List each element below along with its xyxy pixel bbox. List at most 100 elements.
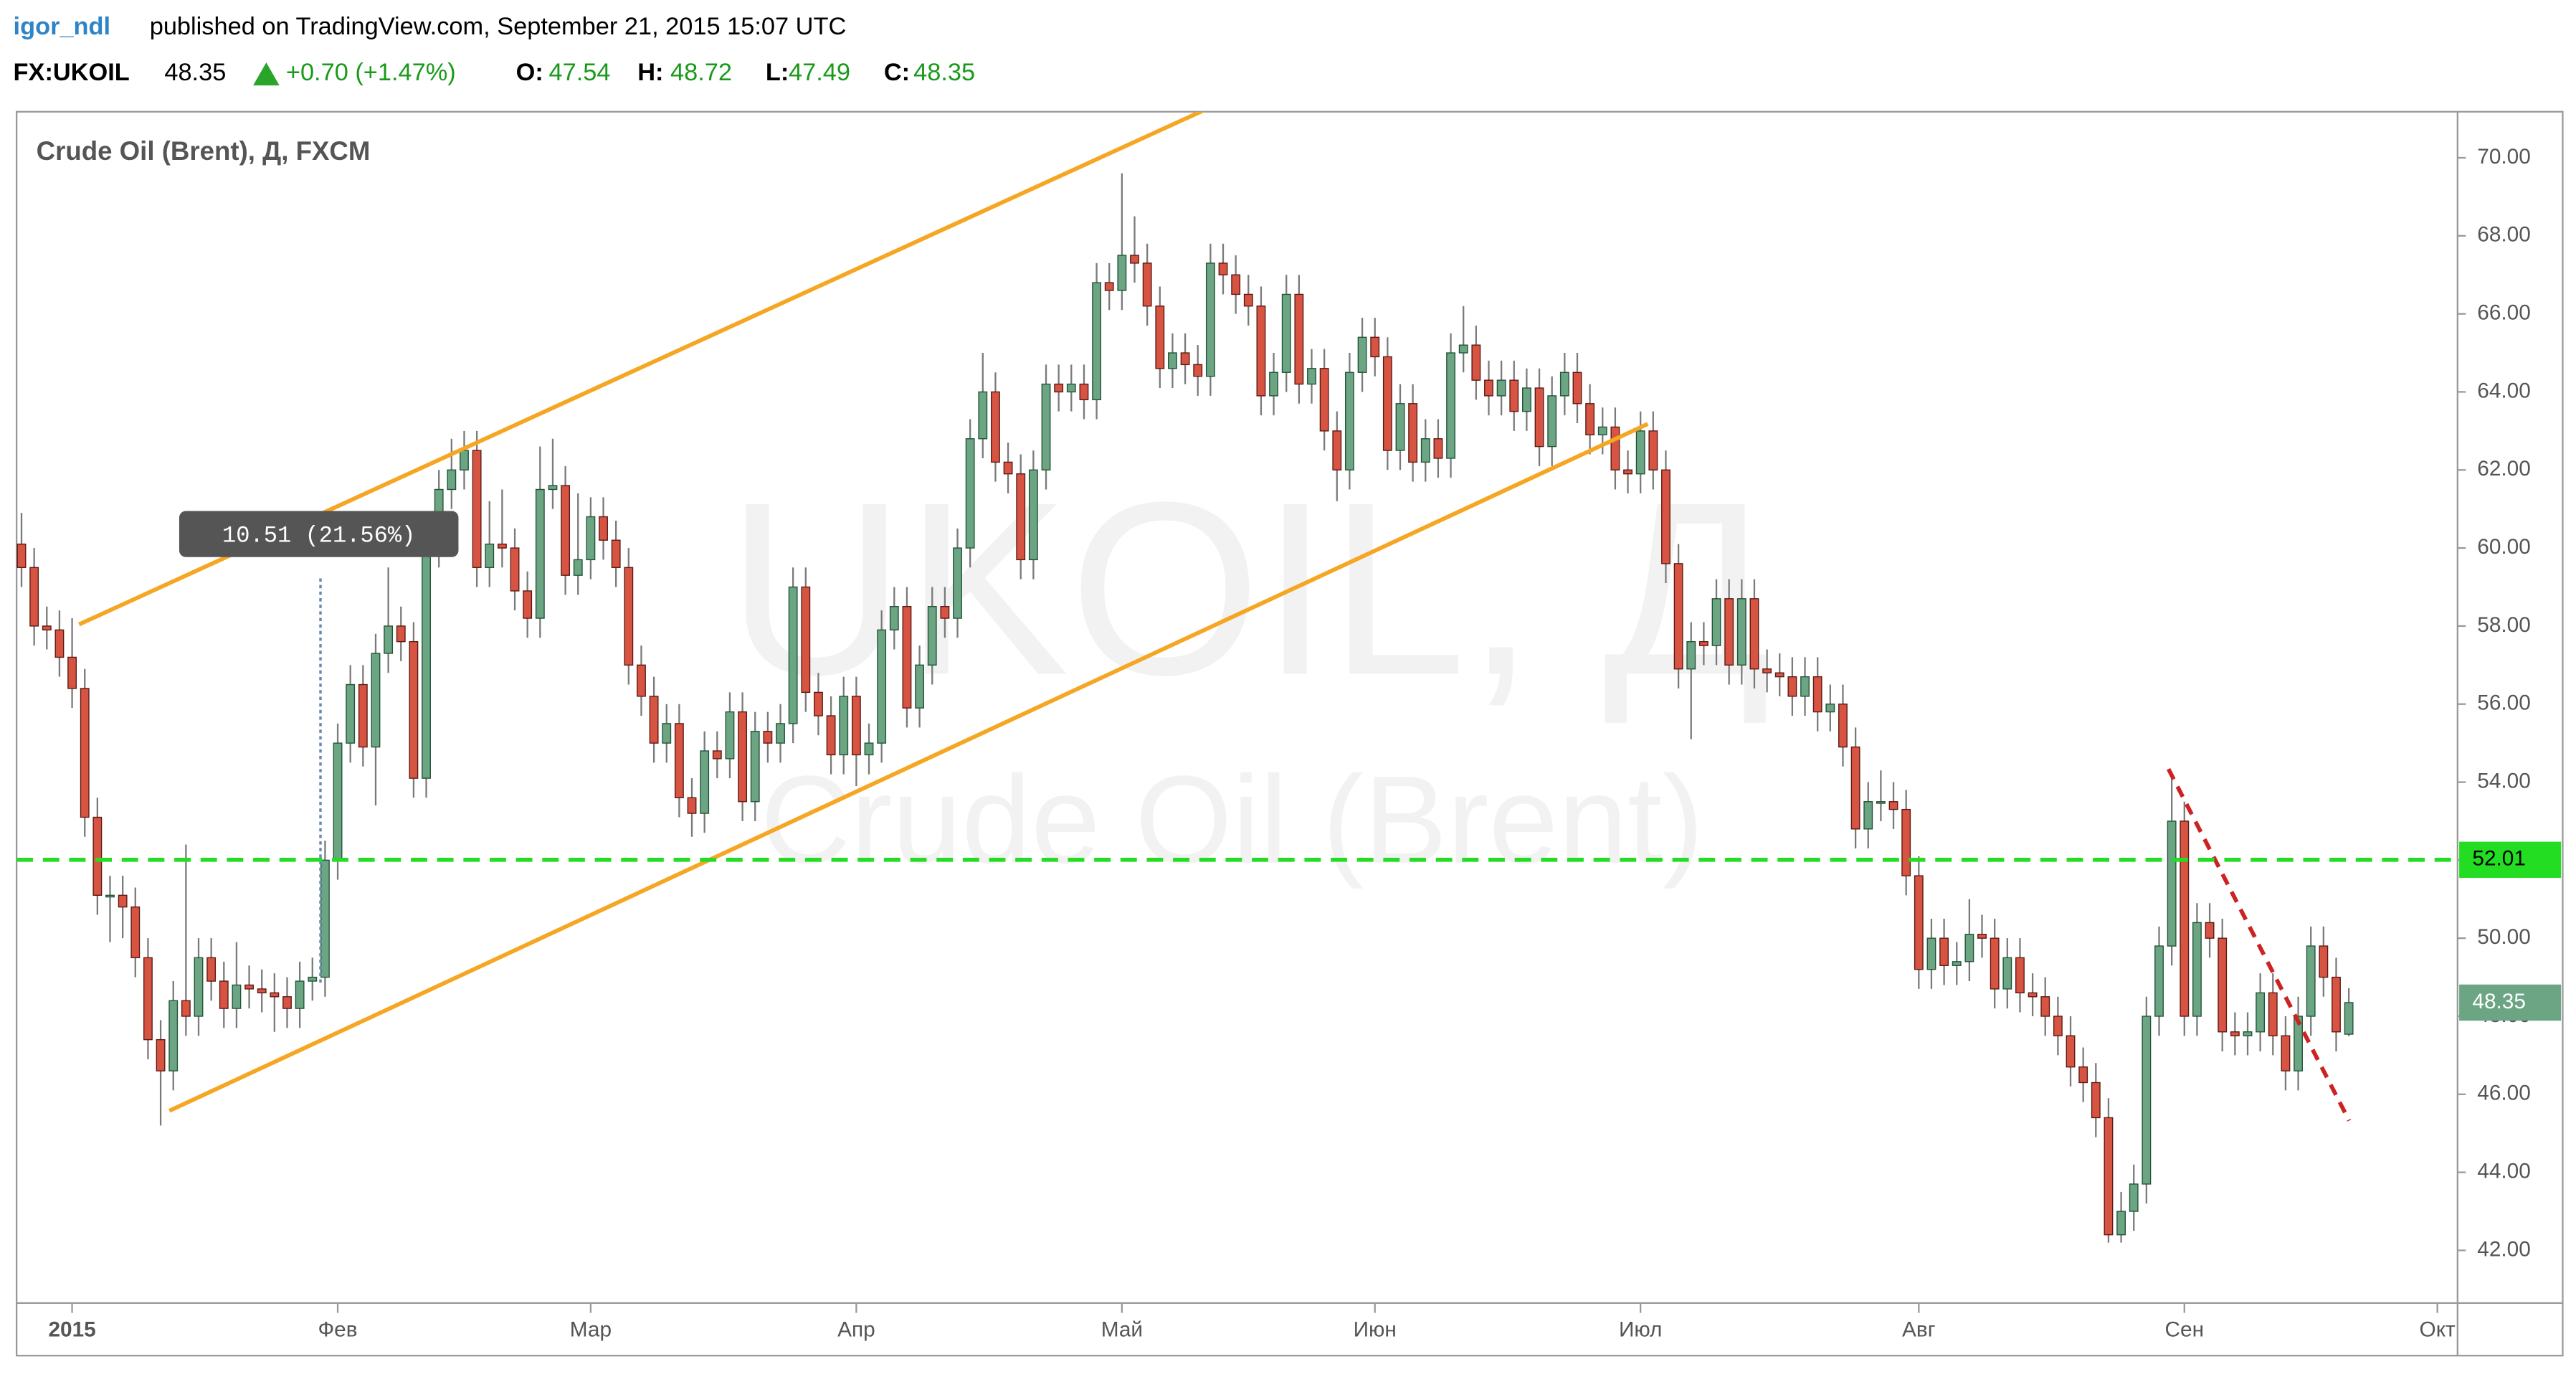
- candle-body: [1395, 403, 1405, 451]
- candle-body: [1357, 336, 1367, 373]
- x-tick-label: Май: [1101, 1318, 1143, 1342]
- c-label: C:: [884, 59, 910, 86]
- candle-body: [1521, 387, 1531, 412]
- candle-body: [219, 980, 229, 1009]
- y-tick-label: 46.00: [2477, 1082, 2531, 1105]
- candle-body: [826, 715, 836, 756]
- up-arrow: [253, 62, 280, 86]
- candle-body: [864, 742, 874, 756]
- candle-body: [738, 711, 748, 803]
- candle-body: [637, 664, 646, 697]
- candle-body: [763, 731, 773, 744]
- candle-body: [586, 516, 596, 561]
- candle-body: [333, 742, 343, 861]
- candle-body: [1623, 469, 1632, 475]
- candle-body: [54, 629, 65, 658]
- h-value: 48.72: [670, 59, 732, 86]
- candle-body: [1458, 344, 1468, 354]
- candle-body: [965, 438, 975, 549]
- candle-body: [1964, 934, 1974, 962]
- candle-body: [2116, 1211, 2126, 1236]
- candle-body: [1914, 875, 1924, 970]
- candle-body: [2066, 1035, 2076, 1068]
- candle-body: [1332, 430, 1342, 470]
- candle-body: [460, 450, 469, 470]
- candle-body: [2192, 922, 2202, 1017]
- candle-body: [1016, 473, 1026, 561]
- candle-body: [409, 640, 419, 779]
- measure-box: [179, 511, 459, 557]
- candle-body: [358, 683, 368, 748]
- candle-body: [2167, 820, 2177, 947]
- candle-body: [1876, 801, 1886, 804]
- candle-body: [2142, 1016, 2152, 1185]
- candle-body: [1838, 704, 1848, 748]
- candle-body: [1850, 746, 1860, 830]
- candle-body: [978, 391, 988, 440]
- x-tick-label: 2015: [48, 1318, 95, 1342]
- candle-body: [851, 696, 861, 756]
- candle-body: [181, 1000, 191, 1017]
- candle-body: [1484, 379, 1493, 397]
- candle-body: [1812, 676, 1822, 713]
- candle-body: [1256, 306, 1266, 397]
- candle-body: [1990, 937, 2000, 990]
- drawings: 10.51 (21.56%): [16, 111, 2458, 1122]
- candle-body: [1382, 356, 1392, 451]
- candle-body: [422, 547, 431, 779]
- candle-body: [535, 488, 545, 619]
- candle-body: [2053, 1016, 2063, 1036]
- candle-body: [523, 590, 533, 619]
- candle-body: [2180, 820, 2190, 1017]
- candle-body: [725, 711, 735, 760]
- candle-body: [1547, 395, 1557, 448]
- candle-body: [42, 625, 52, 631]
- candle-body: [1736, 598, 1746, 666]
- candle-body: [700, 750, 710, 814]
- candle-body: [1041, 383, 1051, 470]
- candle-body: [485, 543, 495, 568]
- y-tick-label: 60.00: [2477, 535, 2531, 559]
- candle-body: [1066, 383, 1076, 393]
- candle-body: [1408, 403, 1418, 463]
- y-tick-label: 42.00: [2477, 1237, 2531, 1261]
- candle-body: [624, 567, 634, 666]
- candle-body: [712, 750, 722, 760]
- candle-body: [801, 586, 811, 694]
- watermark-name: Crude Oil (Brent): [761, 749, 1704, 889]
- plot: UKOIL, Д Crude Oil (Brent): [16, 173, 2354, 1243]
- x-tick-label: Фев: [318, 1318, 358, 1342]
- candle-body: [1496, 379, 1506, 397]
- y-tick-label: 62.00: [2477, 457, 2531, 481]
- x-tick-label: Сен: [2165, 1318, 2205, 1342]
- user[interactable]: igor_ndl: [14, 13, 111, 40]
- candle-body: [16, 543, 27, 568]
- candle-body: [1787, 676, 1797, 697]
- candle-body: [2205, 922, 2215, 939]
- candle-body: [776, 723, 785, 744]
- candle-body: [1281, 293, 1291, 373]
- y-tick-label: 56.00: [2477, 691, 2531, 715]
- time-axis: 2015 Фев Мар Апр Май Июн Июл Авг Сен Окт: [48, 1302, 2456, 1342]
- candle-body: [1269, 372, 1278, 397]
- candle-body: [1952, 961, 1962, 966]
- candle-body: [2104, 1117, 2114, 1236]
- candle-body: [2306, 945, 2316, 1017]
- candle-body: [29, 567, 39, 627]
- candle-body: [1762, 668, 1772, 673]
- l-label: L:: [766, 59, 789, 86]
- channel-lower: [168, 422, 1649, 1113]
- candle-body: [447, 469, 457, 491]
- candle-body: [1420, 438, 1430, 463]
- y-tick-label: 58.00: [2477, 613, 2531, 637]
- candle-body: [472, 450, 482, 568]
- candle-body: [927, 606, 937, 666]
- x-tick-label: Апр: [837, 1318, 875, 1342]
- candle-body: [2015, 957, 2025, 994]
- change: +0.70 (+1.47%): [286, 59, 456, 86]
- x-tick-label: Июл: [1619, 1318, 1662, 1342]
- x-tick-label: Июн: [1354, 1318, 1397, 1342]
- candle-body: [497, 543, 507, 549]
- candle-body: [1939, 937, 1949, 966]
